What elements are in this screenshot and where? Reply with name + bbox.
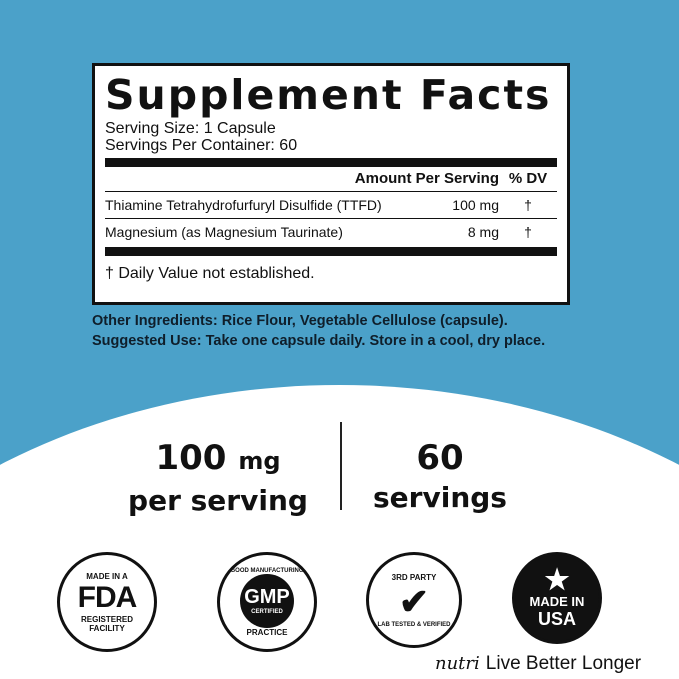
panel-title: Supplement Facts (105, 71, 552, 119)
stat-servings: 60 servings (365, 438, 515, 518)
column-header: Amount Per Serving % DV (105, 167, 557, 191)
ingredients-text: Other Ingredients: Rice Flour, Vegetable… (92, 311, 592, 351)
divider (105, 218, 557, 219)
dv-header: % DV (508, 170, 548, 187)
brand-tagline: nutri Live Better Longer (435, 653, 641, 675)
footnote: † Daily Value not established. (105, 265, 315, 282)
stat-unit: mg (238, 447, 281, 475)
stat-divider (340, 422, 342, 510)
divider (105, 247, 557, 256)
tagline-text: Live Better Longer (485, 653, 642, 674)
nutrient-row: Magnesium (as Magnesium Taurinate) 8 mg † (105, 219, 557, 245)
badge-main: FDA (77, 580, 138, 614)
stat-value: 60 (416, 438, 464, 478)
nutrient-row: Thiamine Tetrahydrofurfuryl Disulfide (T… (105, 192, 557, 218)
nutrient-name: Magnesium (as Magnesium Taurinate) (105, 224, 343, 240)
badge-text: 3RD PARTY (391, 572, 437, 582)
serving-size: Serving Size: 1 Capsule (105, 120, 276, 137)
servings-per-container: Servings Per Container: 60 (105, 137, 298, 154)
nutrient-amount: 100 mg (452, 197, 499, 213)
badge-text: USA (537, 609, 576, 629)
badge-text: GOOD MANUFACTURING (230, 567, 304, 574)
badge-main: GMP (244, 586, 290, 608)
stat-label: per serving (128, 484, 308, 517)
badge-text: LAB TESTED & VERIFIED (377, 621, 451, 628)
lab-tested-badge-icon: 3RD PARTY ✔ LAB TESTED & VERIFIED (366, 552, 462, 648)
stat-dose: 100 mg per serving (128, 438, 308, 521)
badge-text: REGISTERED FACILITY (80, 614, 133, 633)
star-icon: ★ (544, 564, 570, 595)
other-ingredients: Other Ingredients: Rice Flour, Vegetable… (92, 313, 508, 329)
nutrient-name: Thiamine Tetrahydrofurfuryl Disulfide (T… (105, 197, 382, 213)
gmp-seal: GMP CERTIFIED (240, 573, 294, 628)
nutrient-amount: 8 mg (467, 224, 499, 240)
amount-header: Amount Per Serving (354, 170, 499, 187)
badge-main: MADE IN (529, 594, 585, 609)
stat-value: 100 (155, 438, 227, 478)
made-in-usa-badge-icon: ★ MADE IN USA (512, 552, 602, 644)
nutrient-dv: † (524, 224, 532, 240)
badge-text: PRACTICE (246, 627, 288, 637)
stat-label: servings (373, 481, 507, 514)
divider (105, 158, 557, 167)
check-icon: ✔ (398, 580, 430, 622)
brand-logo: nutri (435, 653, 480, 674)
suggested-use: Suggested Use: Take one capsule daily. S… (92, 333, 546, 349)
supplement-facts-panel: Supplement Facts Serving Size: 1 Capsule… (92, 63, 570, 305)
gmp-badge-icon: GOOD MANUFACTURING GMP CERTIFIED PRACTICE (217, 552, 317, 652)
fda-badge-icon: MADE IN A FDA REGISTERED FACILITY (57, 552, 157, 652)
badge-text: MADE IN A (86, 571, 128, 581)
nutrient-dv: † (524, 197, 532, 213)
divider (105, 191, 557, 192)
badge-sub: CERTIFIED (251, 609, 283, 615)
